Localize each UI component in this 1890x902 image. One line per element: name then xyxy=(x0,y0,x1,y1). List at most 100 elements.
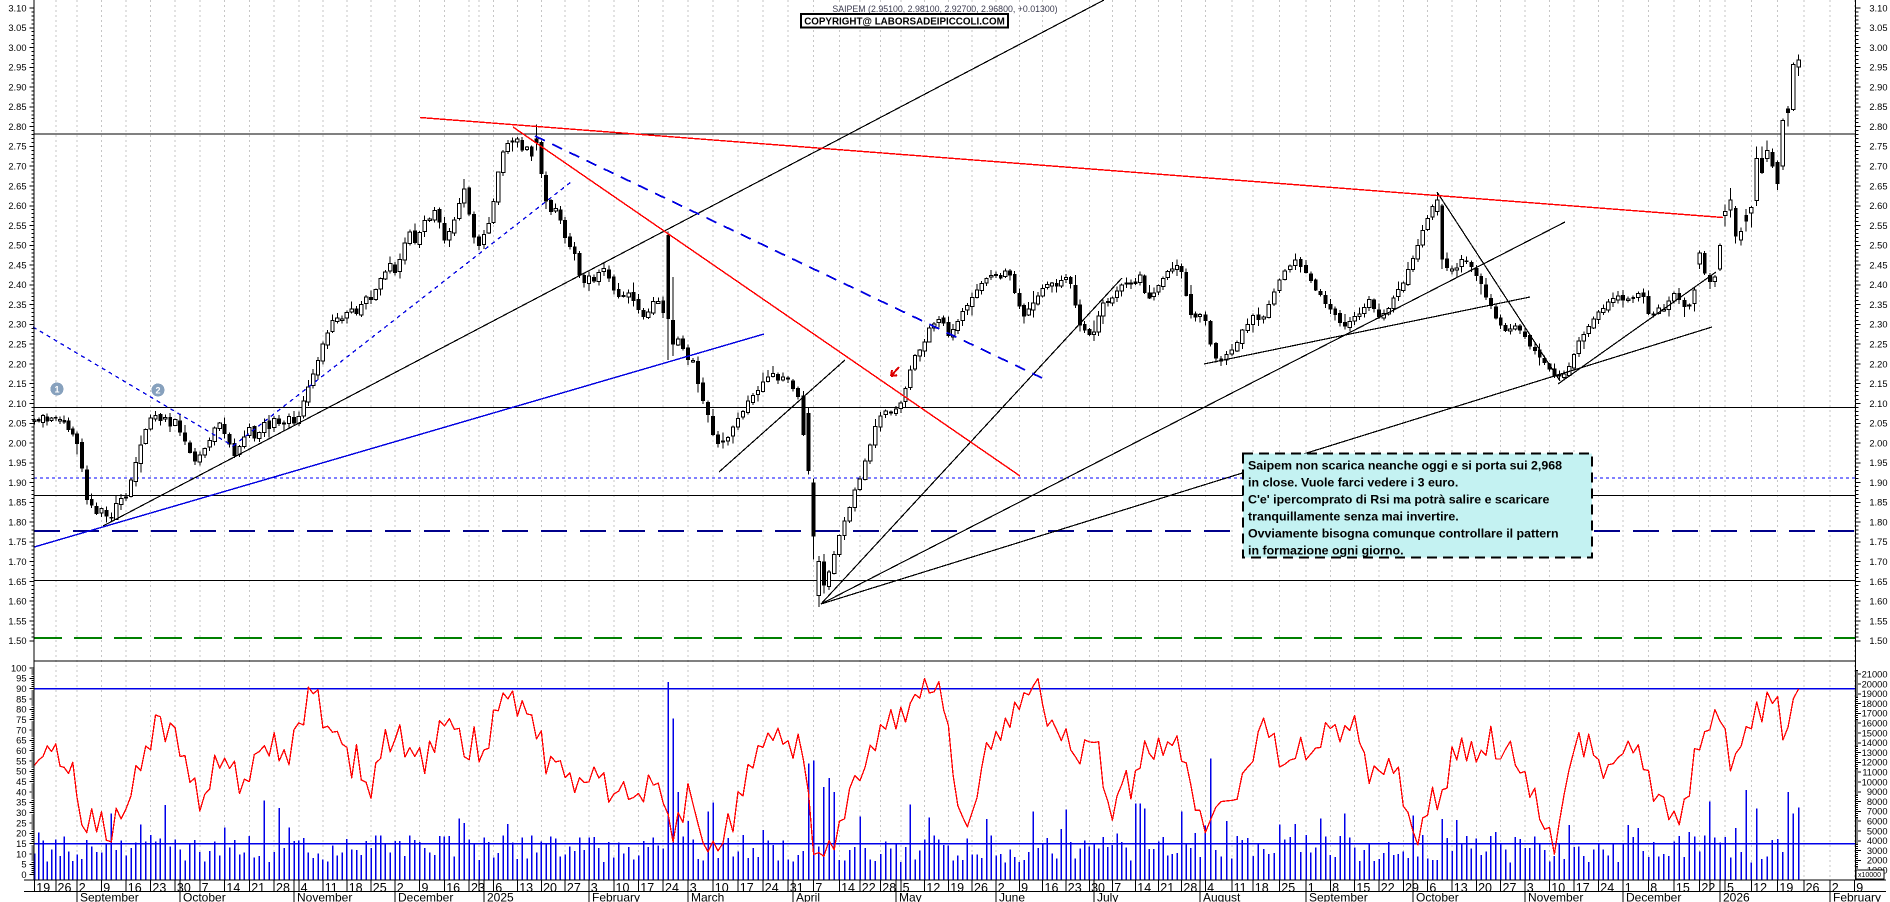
svg-text:5: 5 xyxy=(903,881,910,895)
svg-text:20: 20 xyxy=(1478,881,1492,895)
svg-text:4: 4 xyxy=(1207,881,1214,895)
svg-text:2.70: 2.70 xyxy=(8,162,26,172)
svg-text:26: 26 xyxy=(58,881,72,895)
svg-text:25: 25 xyxy=(373,881,387,895)
svg-text:2: 2 xyxy=(397,881,404,895)
svg-text:12: 12 xyxy=(926,881,940,895)
svg-text:14000: 14000 xyxy=(1862,738,1888,748)
svg-text:18000: 18000 xyxy=(1862,699,1888,709)
svg-text:30: 30 xyxy=(1091,881,1105,895)
svg-text:1.50: 1.50 xyxy=(1869,636,1887,646)
svg-text:2.30: 2.30 xyxy=(1869,320,1887,330)
svg-text:23: 23 xyxy=(471,881,485,895)
svg-text:October: October xyxy=(1416,891,1459,902)
svg-text:1.95: 1.95 xyxy=(8,458,26,468)
svg-text:27: 27 xyxy=(567,881,581,895)
svg-text:2.15: 2.15 xyxy=(1869,379,1887,389)
svg-text:8000: 8000 xyxy=(1867,797,1888,807)
svg-text:3: 3 xyxy=(690,881,697,895)
svg-text:2: 2 xyxy=(1832,881,1839,895)
svg-text:1.85: 1.85 xyxy=(1869,498,1887,508)
svg-text:25: 25 xyxy=(16,818,26,828)
svg-text:SAIPEM (2.95100, 2.98100, 2.92: SAIPEM (2.95100, 2.98100, 2.92700, 2.968… xyxy=(832,4,1057,14)
svg-text:7: 7 xyxy=(202,881,209,895)
svg-text:45: 45 xyxy=(16,777,26,787)
svg-text:6: 6 xyxy=(495,881,502,895)
svg-text:1.60: 1.60 xyxy=(1869,597,1887,607)
svg-text:2.55: 2.55 xyxy=(8,221,26,231)
svg-text:February: February xyxy=(592,891,640,902)
svg-text:2.35: 2.35 xyxy=(1869,300,1887,310)
svg-text:2.85: 2.85 xyxy=(8,102,26,112)
svg-text:2.55: 2.55 xyxy=(1869,221,1887,231)
svg-text:2.75: 2.75 xyxy=(8,142,26,152)
svg-text:2.90: 2.90 xyxy=(1869,82,1887,92)
svg-text:2.25: 2.25 xyxy=(8,340,26,350)
svg-text:9: 9 xyxy=(103,881,110,895)
svg-text:40: 40 xyxy=(16,787,26,797)
svg-text:2.45: 2.45 xyxy=(8,260,26,270)
svg-text:28: 28 xyxy=(882,881,896,895)
svg-text:9: 9 xyxy=(1856,881,1863,895)
svg-text:16: 16 xyxy=(1045,881,1059,895)
svg-text:1.70: 1.70 xyxy=(1869,557,1887,567)
svg-text:21: 21 xyxy=(251,881,265,895)
svg-text:19: 19 xyxy=(950,881,964,895)
svg-text:1: 1 xyxy=(1308,881,1315,895)
svg-text:2.30: 2.30 xyxy=(8,320,26,330)
svg-text:1: 1 xyxy=(1625,881,1632,895)
svg-text:16000: 16000 xyxy=(1862,719,1888,729)
svg-text:100: 100 xyxy=(11,663,27,673)
svg-text:3: 3 xyxy=(591,881,598,895)
svg-text:1.85: 1.85 xyxy=(8,498,26,508)
svg-text:1: 1 xyxy=(54,385,59,395)
svg-text:6000: 6000 xyxy=(1867,817,1888,827)
svg-text:2: 2 xyxy=(155,386,160,396)
svg-text:10: 10 xyxy=(1551,881,1565,895)
svg-text:December: December xyxy=(398,891,453,902)
svg-text:1.65: 1.65 xyxy=(8,577,26,587)
svg-text:12000: 12000 xyxy=(1862,758,1888,768)
svg-text:85: 85 xyxy=(16,694,26,704)
svg-text:5000: 5000 xyxy=(1867,826,1888,836)
svg-text:10: 10 xyxy=(715,881,729,895)
svg-text:3.10: 3.10 xyxy=(1869,3,1887,13)
svg-text:15000: 15000 xyxy=(1862,728,1888,738)
svg-text:3.05: 3.05 xyxy=(1869,23,1887,33)
svg-text:May: May xyxy=(899,891,922,902)
svg-text:in formazione ogni giorno.: in formazione ogni giorno. xyxy=(1248,544,1404,558)
svg-text:2.80: 2.80 xyxy=(1869,122,1887,132)
svg-text:2026: 2026 xyxy=(1723,891,1750,902)
svg-text:2.20: 2.20 xyxy=(8,359,26,369)
svg-text:3.05: 3.05 xyxy=(8,23,26,33)
svg-text:18: 18 xyxy=(1255,881,1269,895)
svg-text:2.60: 2.60 xyxy=(8,201,26,211)
svg-text:April: April xyxy=(796,891,820,902)
svg-text:22: 22 xyxy=(1701,881,1715,895)
svg-text:2.45: 2.45 xyxy=(1869,260,1887,270)
svg-text:5: 5 xyxy=(21,860,26,870)
svg-text:1.65: 1.65 xyxy=(1869,577,1887,587)
svg-text:1.80: 1.80 xyxy=(1869,517,1887,527)
svg-text:13000: 13000 xyxy=(1862,748,1888,758)
svg-text:9000: 9000 xyxy=(1867,787,1888,797)
svg-text:Saipem non scarica neanche ogg: Saipem non scarica neanche oggi e si por… xyxy=(1248,459,1562,473)
svg-text:35: 35 xyxy=(16,798,26,808)
svg-text:11: 11 xyxy=(325,881,338,895)
svg-text:30: 30 xyxy=(16,808,26,818)
svg-text:22: 22 xyxy=(862,881,876,895)
svg-text:16: 16 xyxy=(128,881,142,895)
svg-text:February: February xyxy=(1833,891,1881,902)
svg-text:30: 30 xyxy=(177,881,191,895)
svg-text:23: 23 xyxy=(1068,881,1082,895)
svg-text:26: 26 xyxy=(1806,881,1820,895)
svg-text:1.70: 1.70 xyxy=(8,557,26,567)
svg-text:70: 70 xyxy=(16,725,26,735)
svg-text:21: 21 xyxy=(1160,881,1174,895)
svg-text:55: 55 xyxy=(16,756,26,766)
svg-text:24: 24 xyxy=(765,881,779,895)
svg-text:10: 10 xyxy=(16,849,26,859)
svg-text:August: August xyxy=(1203,891,1241,902)
svg-text:2.40: 2.40 xyxy=(8,280,26,290)
svg-text:10: 10 xyxy=(616,881,630,895)
